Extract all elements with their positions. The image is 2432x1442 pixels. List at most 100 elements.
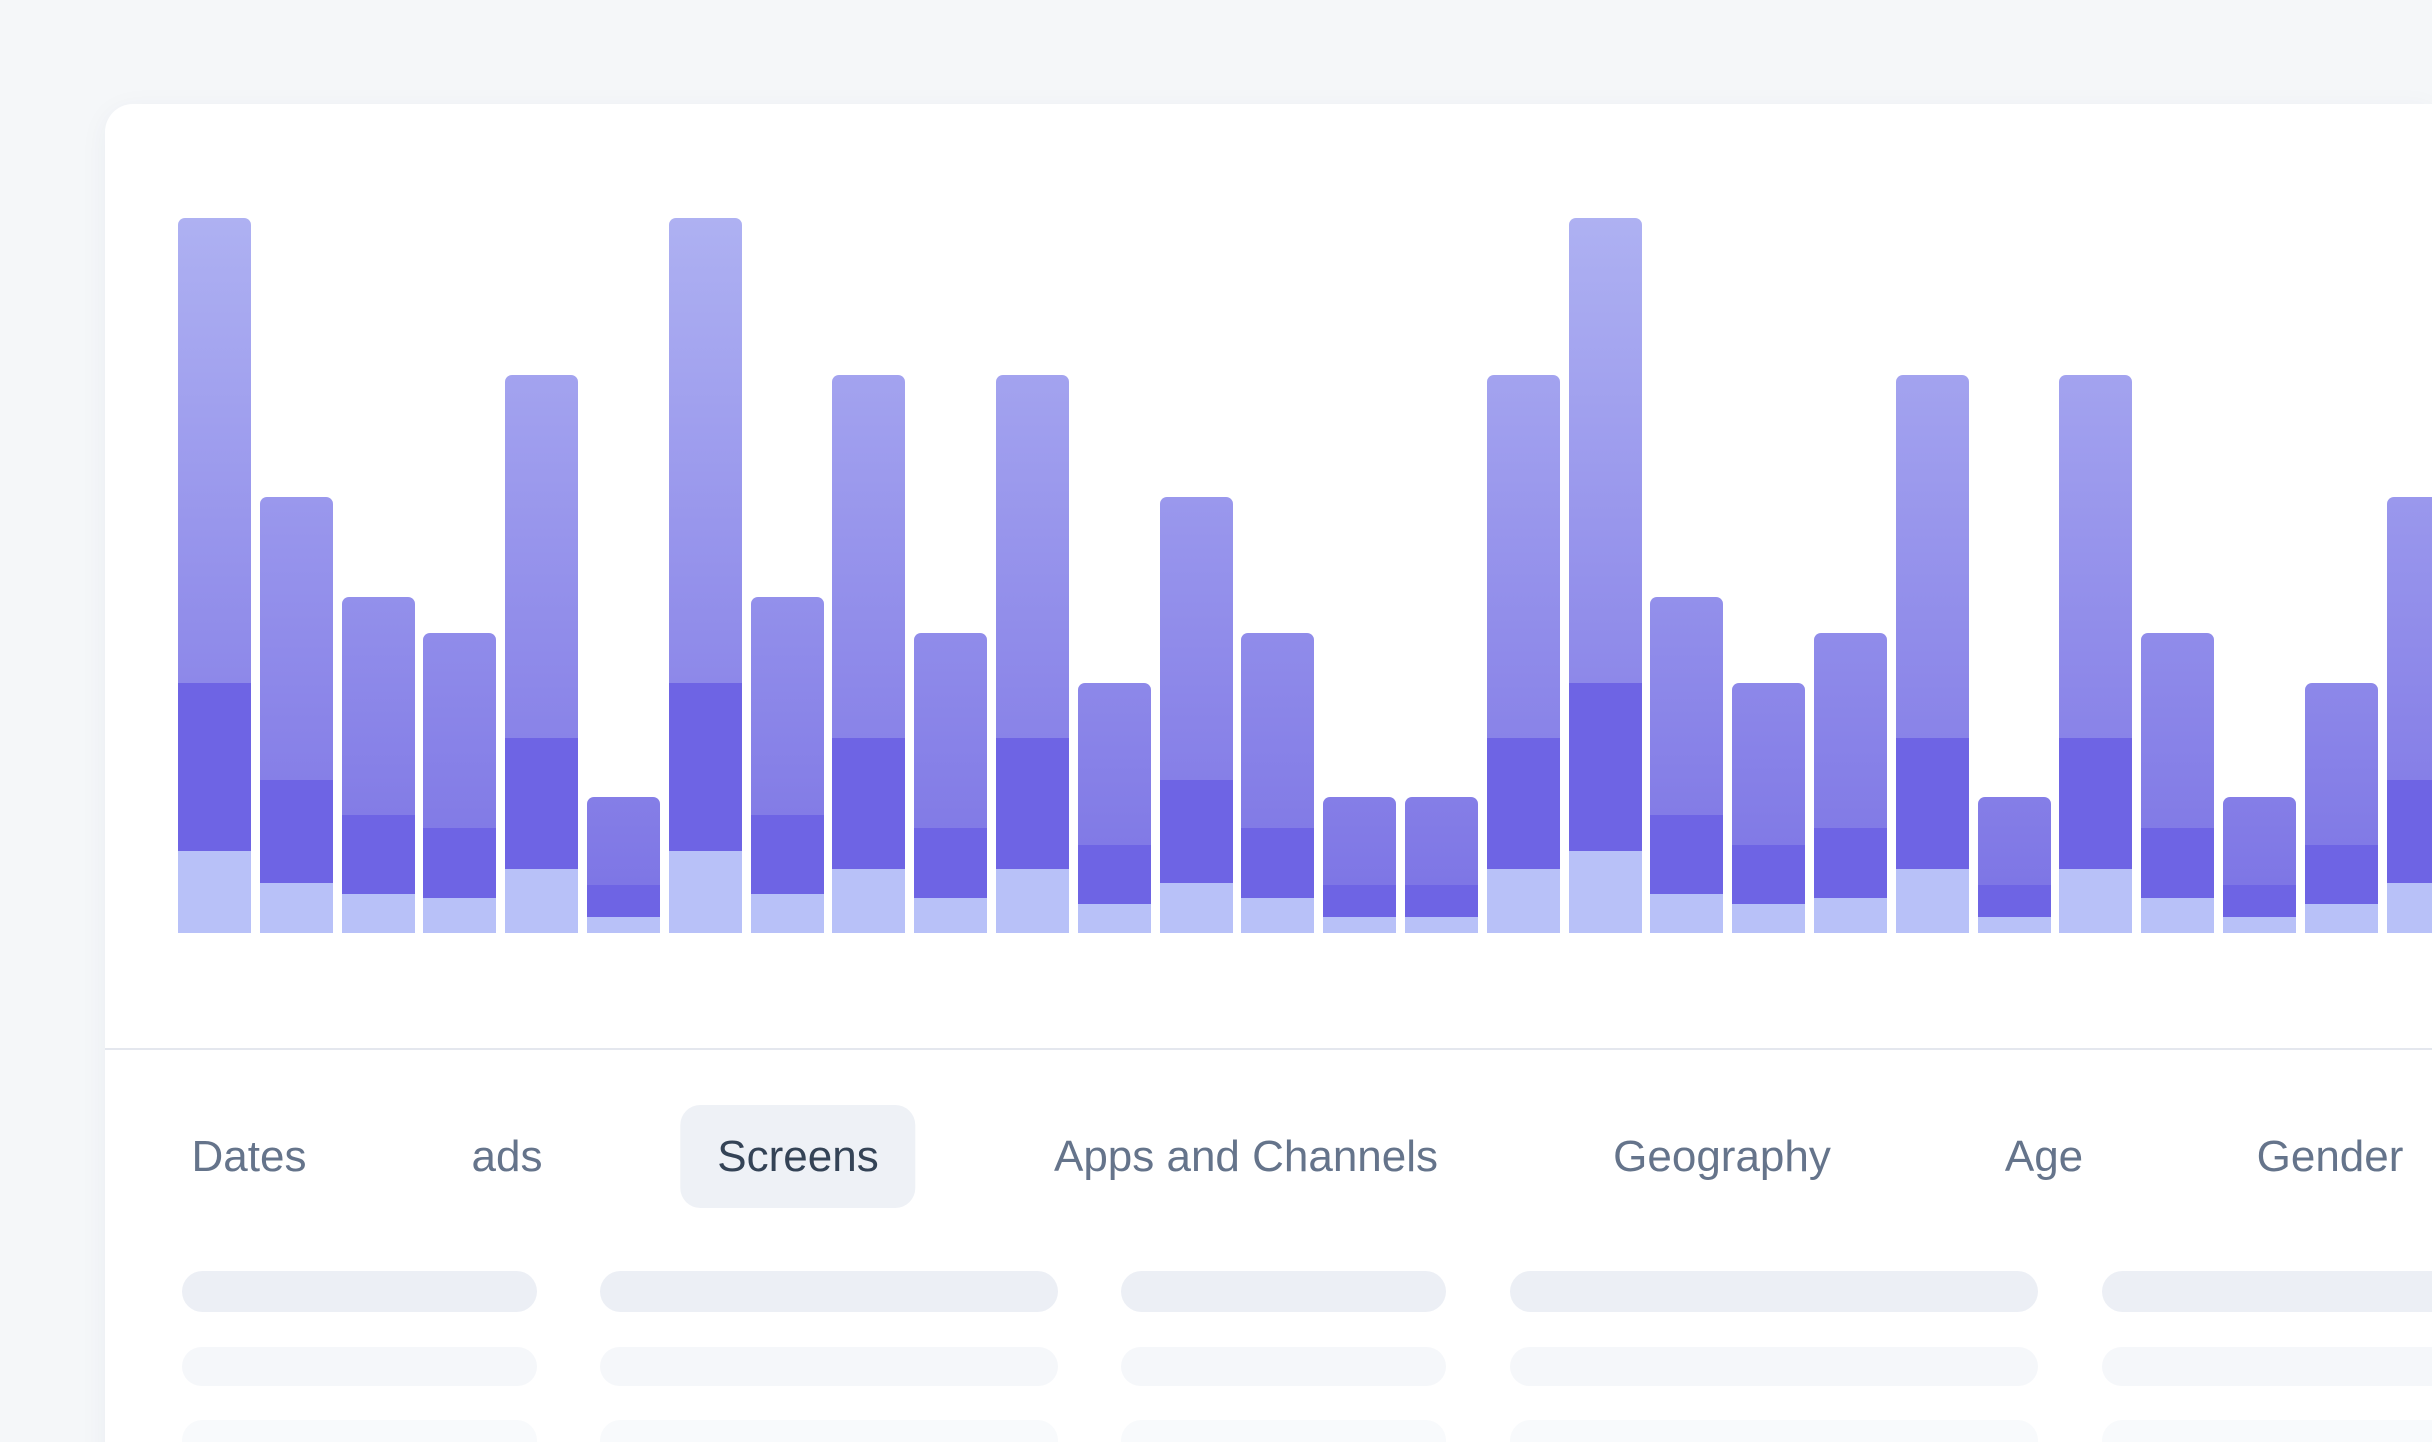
bar-segment-light: [1814, 898, 1887, 933]
bar-22[interactable]: [1895, 375, 1969, 933]
bar-segment-light: [1241, 898, 1315, 933]
tab-gender[interactable]: Gender: [2256, 1132, 2404, 1181]
skeleton-pill-row3-col1: [182, 1420, 537, 1442]
bar-segment-dark: [2304, 845, 2378, 905]
bar-segment-light: [2304, 904, 2378, 933]
bar-segment-dark: [1077, 845, 1151, 905]
skeleton-pill-row1-col5: [2102, 1271, 2432, 1312]
bar-segment-dark: [1814, 827, 1887, 899]
tab-screens[interactable]: Screens: [680, 1105, 916, 1208]
bar-segment-dark: [2386, 780, 2432, 883]
bar-segment-gradient: [2059, 375, 2133, 738]
bar-25[interactable]: [2141, 632, 2215, 933]
bar-segment-light: [832, 868, 906, 933]
bar-19[interactable]: [1650, 596, 1724, 933]
bar-segment-light: [1486, 868, 1560, 933]
skeleton-pill-row2-col2: [600, 1347, 1058, 1386]
bar-segment-light: [505, 868, 579, 933]
skeleton-pill-row1-col2: [600, 1271, 1058, 1312]
bar-23[interactable]: [1977, 797, 2051, 933]
bar-segment-light: [587, 917, 660, 933]
tab-dates[interactable]: Dates: [191, 1132, 307, 1181]
bar-segment-gradient: [423, 632, 497, 828]
bar-segment-light: [423, 898, 497, 933]
bar-3[interactable]: [341, 596, 415, 933]
bar-segment-gradient: [1241, 632, 1315, 828]
bar-segment-gradient: [2223, 797, 2296, 886]
tab-ads[interactable]: ads: [471, 1132, 543, 1181]
bar-segment-dark: [505, 737, 579, 869]
bar-10[interactable]: [914, 632, 988, 933]
bar-segment-dark: [587, 885, 660, 918]
bar-segment-light: [2386, 882, 2432, 933]
skeleton-pill-row2-col4: [1510, 1347, 2038, 1386]
bar-26[interactable]: [2223, 797, 2296, 933]
tab-geography[interactable]: Geography: [1613, 1132, 1831, 1181]
bar-segment-dark: [1895, 737, 1969, 869]
bar-segment-dark: [2141, 827, 2215, 899]
bar-segment-light: [996, 868, 1069, 933]
bar-segment-gradient: [178, 218, 251, 683]
skeleton-pill-row3-col5: [2102, 1420, 2432, 1442]
bar-segment-light: [668, 850, 742, 933]
skeleton-pill-row2-col5: [2102, 1347, 2432, 1386]
skeleton-pill-row2-col1: [182, 1347, 537, 1386]
bar-14[interactable]: [1241, 632, 1315, 933]
tab-bar: Dates ads Screens Apps and Channels Geograph…: [105, 1105, 2432, 1208]
bar-segment-gradient: [2386, 496, 2432, 781]
bar-17[interactable]: [1486, 375, 1560, 933]
bar-segment-dark: [423, 827, 497, 899]
bar-segment-light: [1405, 917, 1478, 933]
bar-segment-light: [1568, 850, 1642, 933]
bar-segment-dark: [668, 682, 742, 851]
bar-segment-gradient: [2304, 682, 2378, 846]
bar-segment-light: [1323, 917, 1397, 933]
bar-segment-gradient: [505, 375, 579, 738]
bar-segment-light: [1732, 904, 1806, 933]
bar-2[interactable]: [259, 496, 333, 933]
tab-age[interactable]: Age: [2004, 1132, 2084, 1181]
skeleton-pill-row3-col4: [1510, 1420, 2038, 1442]
bar-segment-gradient: [1486, 375, 1560, 738]
bar-12[interactable]: [1077, 682, 1151, 933]
bar-segment-gradient: [1159, 496, 1233, 781]
bar-16[interactable]: [1405, 797, 1478, 933]
bar-segment-light: [2059, 868, 2133, 933]
bar-segment-dark: [178, 682, 251, 851]
bar-7[interactable]: [668, 218, 742, 933]
bar-13[interactable]: [1159, 496, 1233, 933]
bar-15[interactable]: [1323, 797, 1397, 933]
bar-segment-gradient: [1568, 218, 1642, 683]
bar-4[interactable]: [423, 632, 497, 933]
bar-24[interactable]: [2059, 375, 2133, 933]
bar-segment-gradient: [1732, 682, 1806, 846]
bar-segment-gradient: [1650, 596, 1724, 816]
bar-21[interactable]: [1814, 632, 1887, 933]
skeleton-pill-row1-col3: [1121, 1271, 1446, 1312]
analytics-card: Dates ads Screens Apps and Channels Geograph…: [105, 104, 2432, 1442]
bar-18[interactable]: [1568, 218, 1642, 933]
bar-segment-dark: [1241, 827, 1315, 899]
bar-segment-light: [750, 894, 824, 933]
bar-11[interactable]: [996, 375, 1069, 933]
bar-5[interactable]: [505, 375, 579, 933]
stacked-bar-chart: [105, 218, 2432, 933]
bar-segment-gradient: [341, 596, 415, 816]
bar-6[interactable]: [587, 797, 660, 933]
bar-segment-light: [341, 894, 415, 933]
skeleton-pill-row2-col3: [1121, 1347, 1446, 1386]
bar-8[interactable]: [750, 596, 824, 933]
bar-1[interactable]: [178, 218, 251, 933]
skeleton-pill-row3-col3: [1121, 1420, 1446, 1442]
bar-20[interactable]: [1732, 682, 1806, 933]
bar-segment-light: [2141, 898, 2215, 933]
bar-28[interactable]: [2386, 496, 2432, 933]
bar-segment-dark: [1486, 737, 1560, 869]
bar-segment-light: [1077, 904, 1151, 933]
bar-segment-dark: [259, 780, 333, 883]
bar-segment-dark: [1732, 845, 1806, 905]
bar-27[interactable]: [2304, 682, 2378, 933]
tab-apps-and-channels[interactable]: Apps and Channels: [1053, 1132, 1439, 1181]
bar-9[interactable]: [832, 375, 906, 933]
bar-segment-dark: [1405, 885, 1478, 918]
